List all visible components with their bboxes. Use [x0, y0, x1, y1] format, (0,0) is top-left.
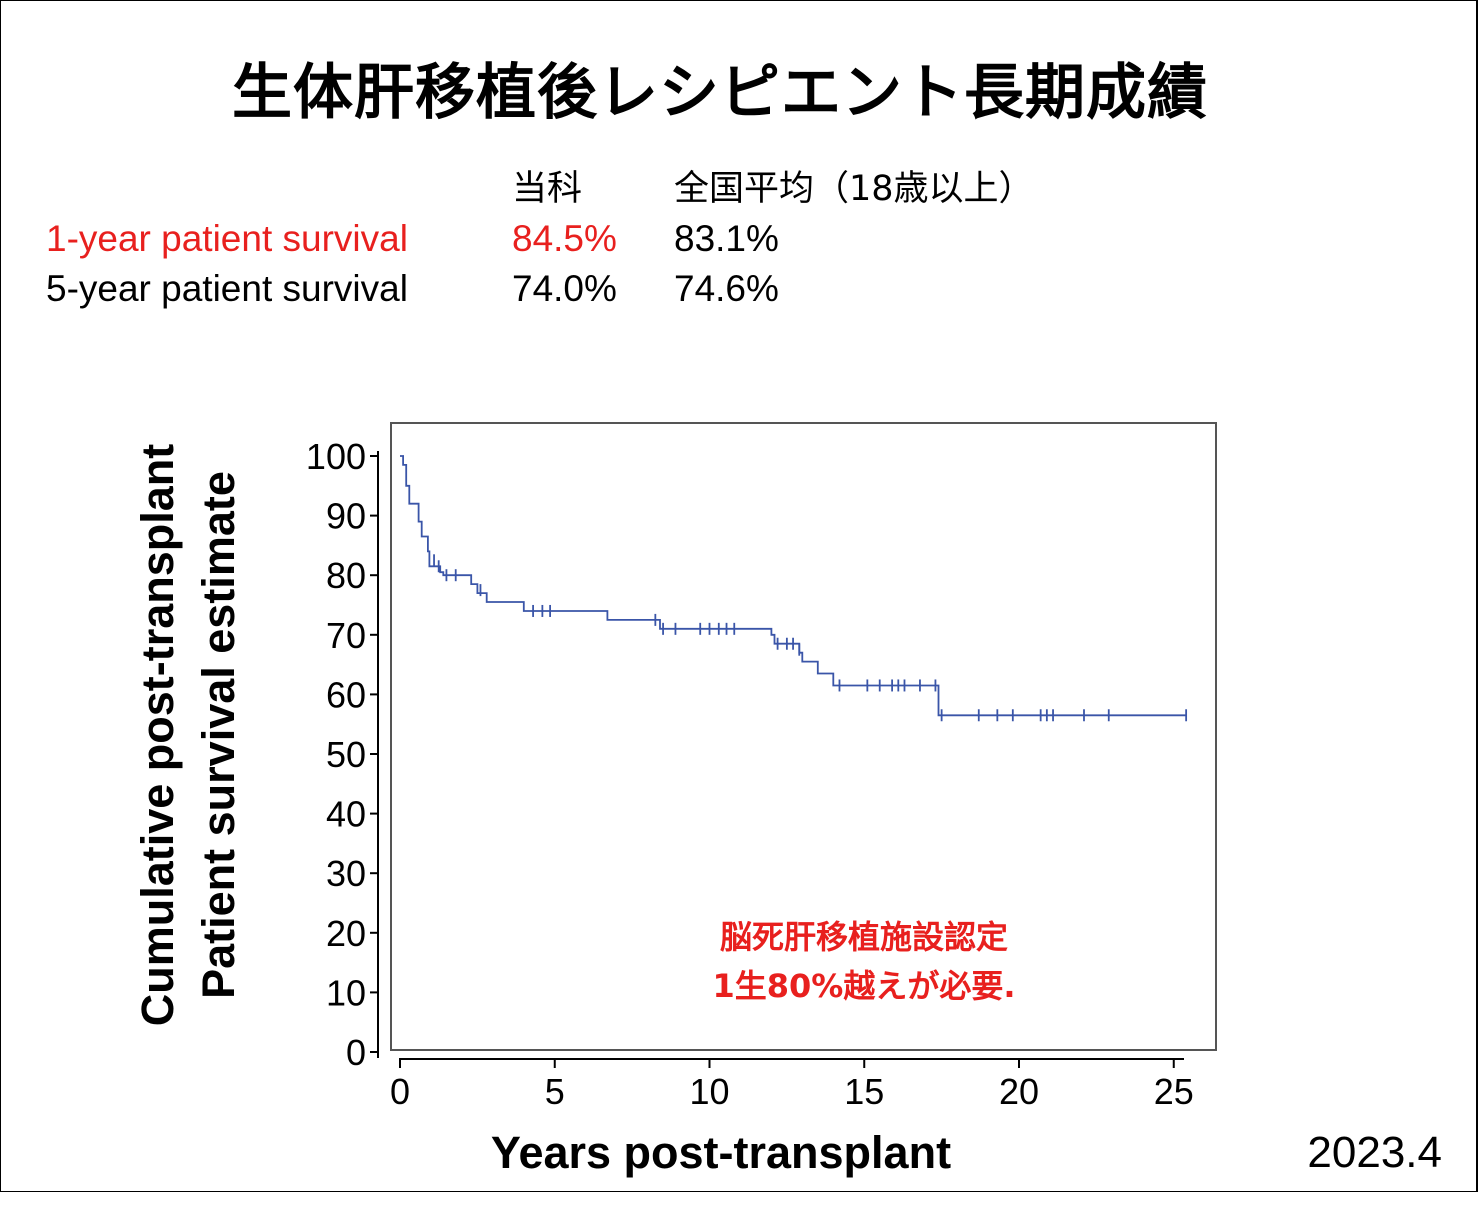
slide-title: 生体肝移植後レシピエント長期成績 — [232, 58, 1208, 128]
date-label: 2023.4 — [1307, 1128, 1442, 1177]
y-tick-label: 10 — [326, 972, 366, 1013]
y-tick-label: 60 — [326, 674, 366, 715]
annotation-line-2: 1生80%越えが必要. — [712, 967, 1015, 1005]
x-tick-label: 0 — [390, 1071, 410, 1112]
x-tick-label: 20 — [999, 1071, 1039, 1112]
plot-frame — [390, 422, 1217, 1051]
y-axis-label-line-2: Patient survival estimate — [193, 471, 244, 999]
x-axis-label: Years post-transplant — [491, 1127, 951, 1178]
x-tick-label: 15 — [844, 1071, 884, 1112]
y-tick-label: 0 — [346, 1032, 366, 1073]
y-tick-label: 50 — [326, 734, 366, 775]
y-tick-label: 80 — [326, 555, 366, 596]
x-tick-label: 10 — [689, 1071, 729, 1112]
stats-row-national-value: 74.6% — [674, 268, 779, 309]
y-tick-label: 20 — [326, 913, 366, 954]
y-axis-ticks: 0 10 20 30 40 50 60 70 80 90 100 — [306, 436, 378, 1073]
stats-row-label: 5-year patient survival — [46, 268, 408, 309]
y-axis-label-line-1: Cumulative post-transplant — [132, 444, 183, 1027]
annotation-line-1: 脳死肝移植施設認定 — [720, 918, 1008, 956]
stats-header-national: 全国平均（18歳以上） — [674, 169, 1034, 209]
censor-marks — [433, 554, 1188, 722]
stats-row-dept-value: 84.5% — [512, 218, 617, 259]
stats-row-dept-value: 74.0% — [512, 268, 617, 309]
x-axis-ticks: 0 5 10 15 20 25 — [390, 1059, 1194, 1112]
survival-curve — [400, 455, 1187, 717]
x-tick-label: 25 — [1154, 1071, 1194, 1112]
y-tick-label: 70 — [326, 615, 366, 656]
stats-row-national-value: 83.1% — [674, 218, 779, 259]
y-tick-label: 30 — [326, 853, 366, 894]
x-tick-label: 5 — [545, 1071, 565, 1112]
stats-header-dept: 当科 — [512, 169, 583, 209]
stats-row-label: 1-year patient survival — [46, 218, 408, 259]
y-tick-label: 40 — [326, 794, 366, 835]
y-tick-label: 90 — [326, 496, 366, 537]
y-tick-label: 100 — [306, 436, 366, 477]
